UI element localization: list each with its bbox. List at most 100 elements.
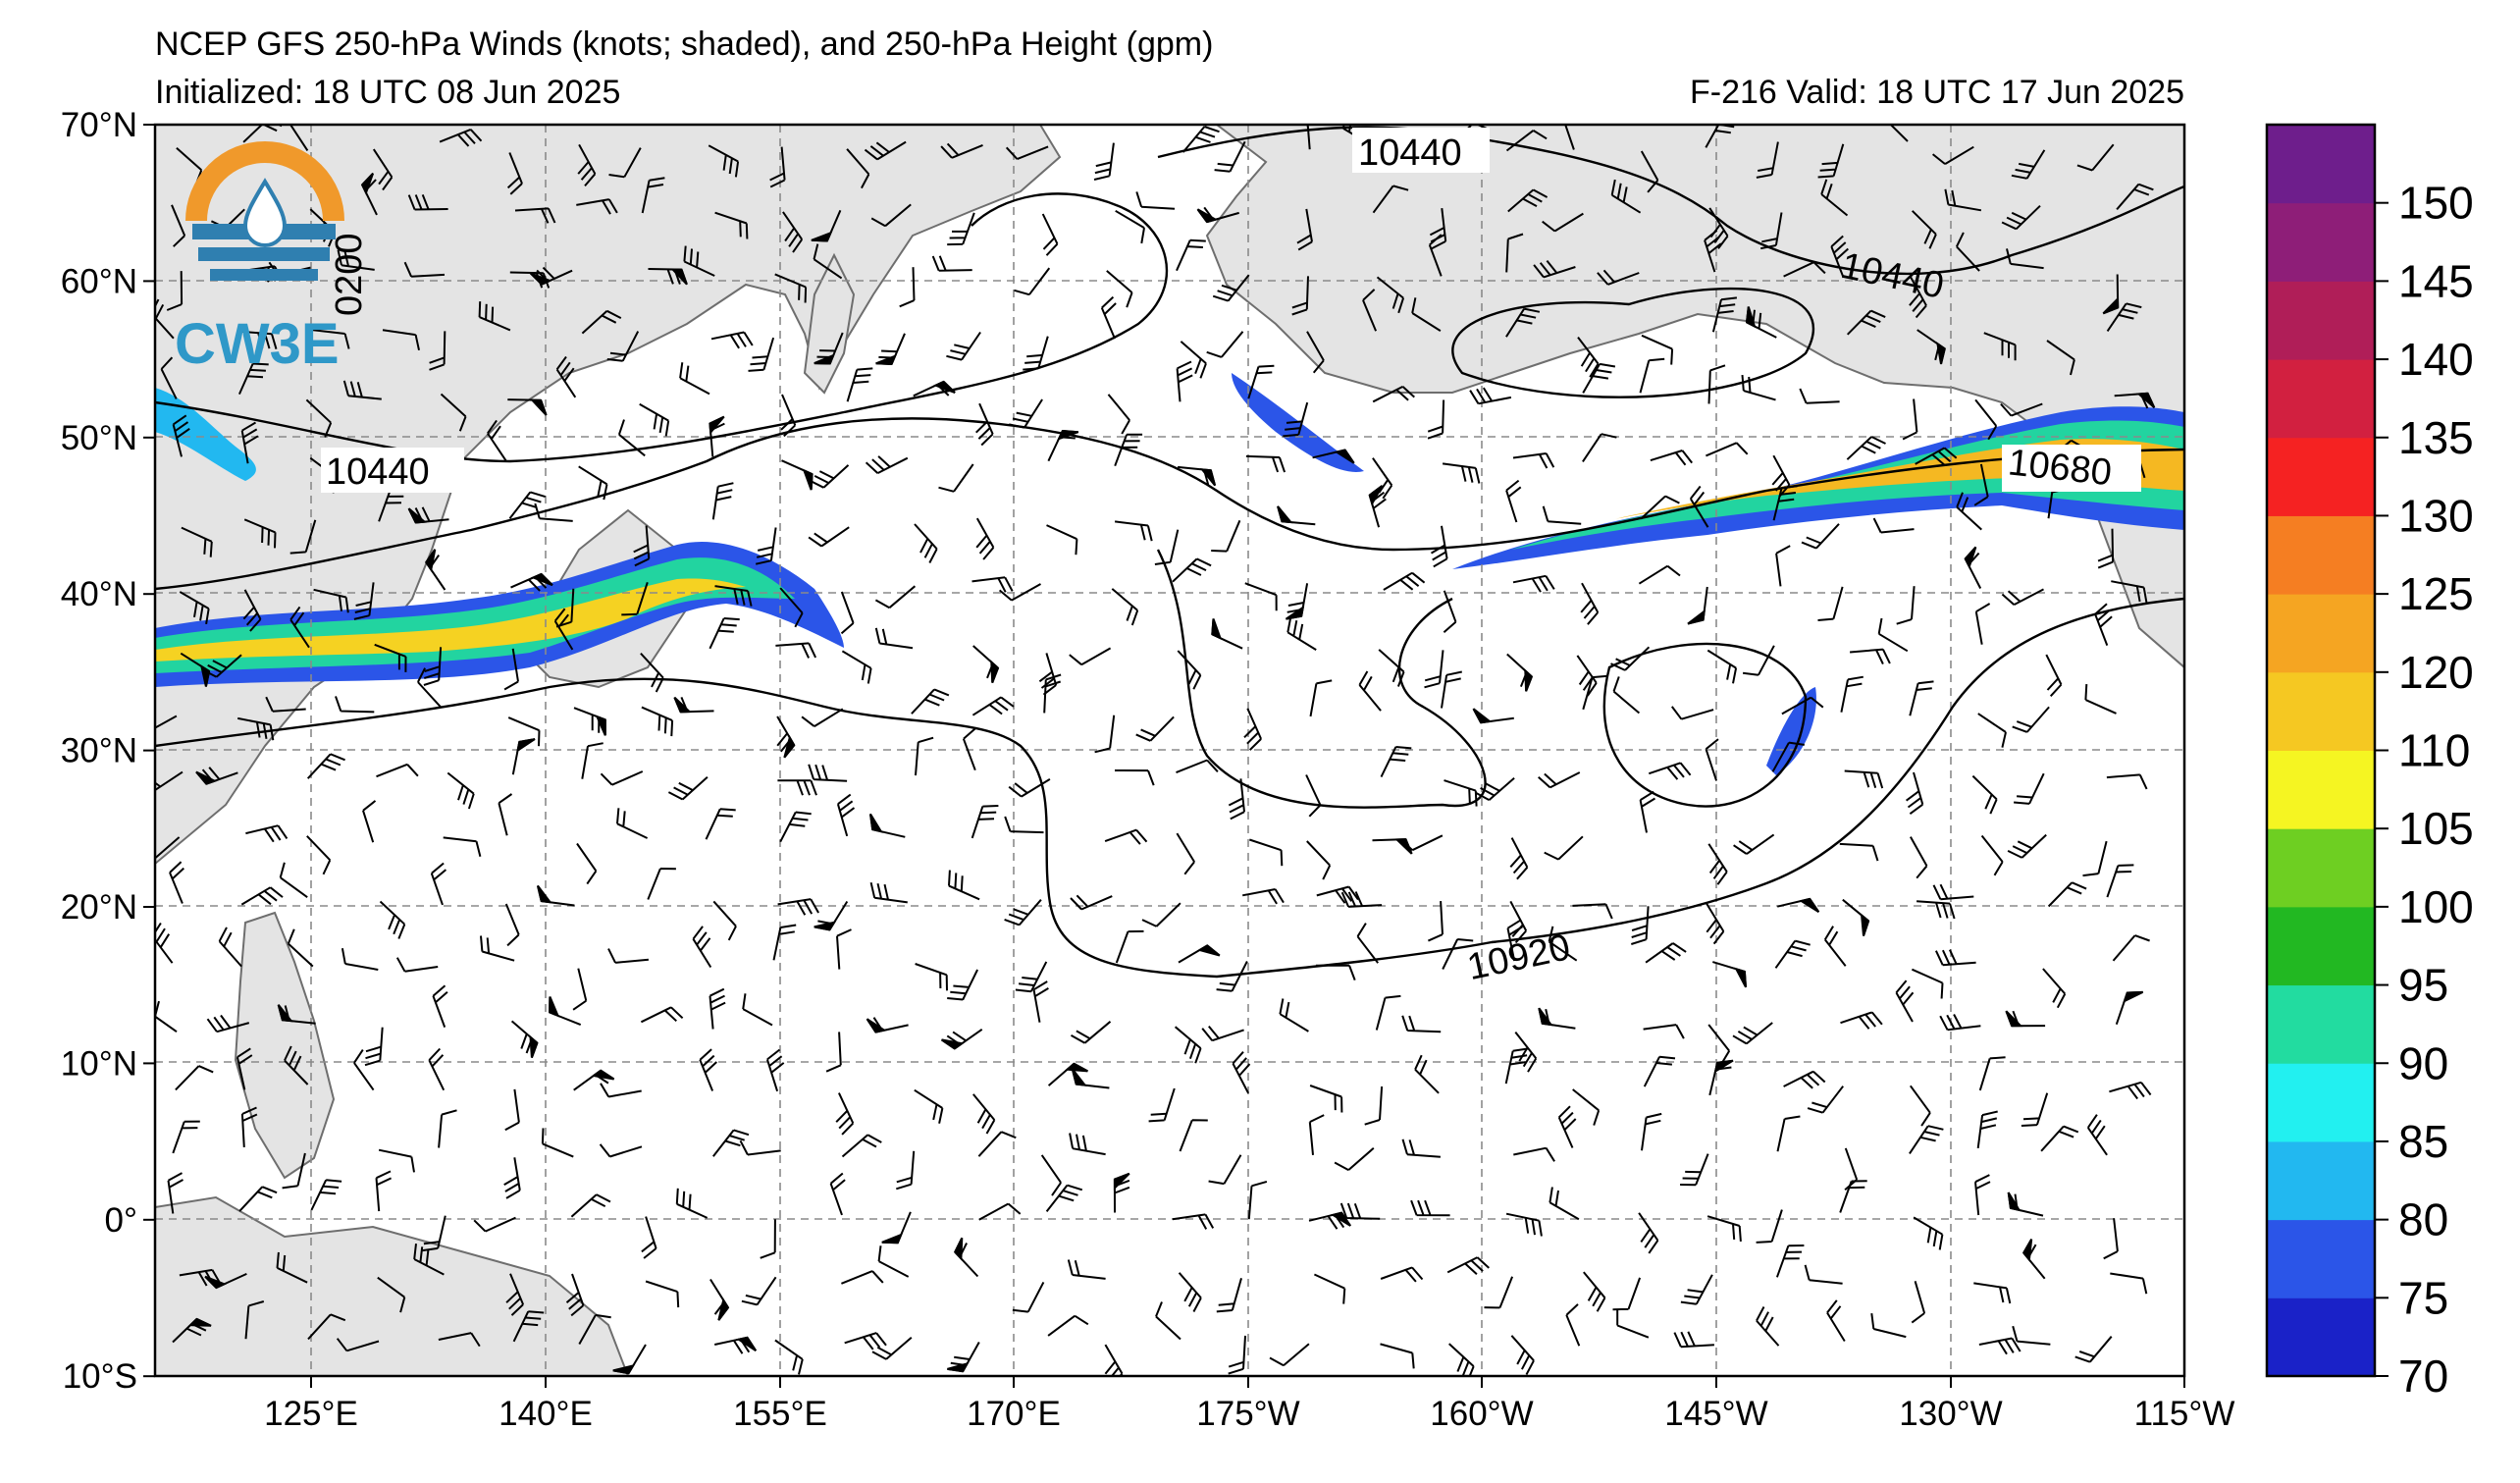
wind-barb [1799,388,1840,404]
wind-barb [683,245,715,277]
wind-barb [1309,1085,1343,1113]
wind-barb [1774,939,1811,969]
wind-barb [1916,900,1956,920]
colorbar-tick-label: 85 [2398,1116,2448,1167]
wind-barb [1469,387,1512,405]
wind-barb [599,1143,643,1158]
wind-barb [179,1268,222,1287]
logo-wordmark: CW3E [175,312,340,376]
wind-barb [155,836,181,860]
colorbar-swatch [2267,202,2375,282]
wind-barb [1106,270,1133,308]
wind-barb [336,1338,380,1352]
wind-barb [801,708,844,727]
wind-barb [1427,399,1445,440]
wind-barb [1114,520,1153,542]
wind-barb [313,588,349,613]
wind-barb [2007,833,2047,859]
wind-barb [576,842,598,885]
wind-flag [1538,1007,1553,1027]
land-alaska [1205,125,2184,669]
wind-barb [1510,1335,1535,1375]
wind-barb [1911,968,1944,999]
colorbar-swatch [2267,281,2375,360]
wind-barb [306,753,345,779]
colorbar-swatch [2267,594,2375,673]
wind-barb [978,1202,1022,1221]
wind-barb [1934,949,1976,967]
wind-barb [2086,1114,2108,1156]
wind-barb [244,1300,265,1340]
wind-barb [1306,331,1325,374]
wind-barb [1100,295,1117,340]
valid-time: F-216 Valid: 18 UTC 17 Jun 2025 [1690,74,2184,111]
colorbar-tick-label: 145 [2398,255,2474,306]
colorbar-swatch [2267,828,2375,908]
wind-barb [289,519,317,555]
wind-barb [1334,1147,1375,1171]
colorbar-tick-label: 120 [2398,647,2474,698]
wind-barb [1514,1031,1538,1073]
wind-barb [1505,307,1541,338]
wind-barb [2106,302,2142,332]
wind-barb [2012,1325,2051,1346]
wind-barb [1380,1343,1415,1369]
wind-barb [181,526,213,557]
contour-line-4 [1451,287,1814,398]
wind-barb [1976,1110,1998,1149]
wind-flag [709,415,725,435]
wind-barb [667,776,709,801]
wind-barb [1708,207,1729,249]
wind-barb [1093,142,1115,181]
wind-barb [1610,179,1642,214]
wind-barb [1380,746,1412,778]
wind-barb [748,337,775,372]
wind-barb [1362,289,1378,332]
wind-barb [2001,204,2041,231]
wind-barb [1548,926,1578,962]
wind-barb [2106,864,2134,898]
wind-barb [487,419,507,462]
wind-barb [341,948,379,971]
wind-barb [1115,209,1145,244]
colorbar-swatch [2267,1298,2375,1377]
wind-barb [429,331,446,371]
wind-barb [2082,840,2108,877]
wind-barb [621,581,649,616]
wind-flag [537,884,552,904]
contour-line-5 [1602,642,1808,808]
wind-barb [342,380,382,400]
wind-barb [1248,838,1284,867]
wind-barb [606,331,640,362]
wind-barb [1909,1085,1931,1127]
wind-barb [438,1109,457,1148]
wind-barb [480,935,515,962]
wind-barb [1826,1299,1846,1343]
wind-barb [541,1128,574,1158]
wind-barb [1549,1187,1580,1221]
wind-barb [1376,276,1405,314]
init-time: Initialized: 18 UTC 08 Jun 2025 [155,74,620,111]
wind-barb [374,643,407,672]
wind-barb [1783,261,1826,278]
wind-barb [572,968,588,1011]
wind-barb [238,1186,278,1212]
wind-barb [1597,269,1640,286]
wind-barb [1844,769,1884,789]
wind-barb [1442,462,1481,484]
wind-barb [1631,906,1650,945]
wind-barb [940,142,983,159]
lat-tick-label: 70°N [61,106,137,144]
wind-barb [206,1014,250,1033]
wind-barb [639,402,670,437]
colorbar-swatch [2267,515,2375,595]
lon-tick-label: 145°W [1664,1395,1767,1433]
wind-barb [739,1139,781,1156]
wind-barb [1706,442,1749,457]
wind-flag [2136,392,2156,409]
wind-barb [1910,836,1928,879]
wind-flag [1071,1068,1087,1086]
wind-barb [1004,816,1044,834]
cw3e-logo: CW3E [175,141,344,376]
wind-barb [841,1270,884,1285]
